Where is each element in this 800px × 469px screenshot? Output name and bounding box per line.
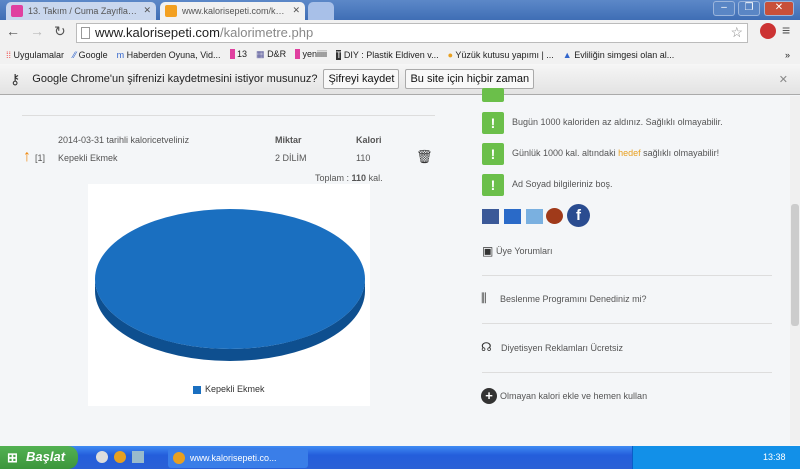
page-icon (81, 27, 90, 39)
close-window-button[interactable]: ✕ (764, 1, 794, 16)
system-tray: 13:38 (632, 446, 800, 469)
tab-title: www.kalorisepeti.com/kalori (182, 6, 287, 16)
legend-swatch (193, 386, 201, 394)
pie-chart-svg (95, 209, 365, 361)
row-calorie: 110 (356, 153, 371, 163)
clock: 13:38 (763, 452, 786, 462)
bookmark[interactable]: ▮ yeniiiii (295, 49, 328, 59)
bookmarks-bar: ⁞⁞ Uygulamalar ⁄⁄ Google m Haberden Oyun… (0, 45, 800, 64)
clipboard-icon: ▣ (482, 244, 494, 258)
warning-icon: ! (482, 174, 504, 196)
bookmark[interactable]: ▲ Evliliğin simgesi olan al... (562, 49, 675, 60)
back-icon[interactable]: ← (6, 23, 20, 39)
warning-icon (482, 88, 504, 102)
key-icon: ⚷ (10, 70, 21, 87)
quicklaunch-icon[interactable] (96, 451, 108, 463)
star-icon[interactable]: ☆ (730, 24, 743, 40)
tab-inactive[interactable]: 13. Takım / Cuma Zayıflama ✕ (6, 2, 156, 20)
link-dietitian-ads[interactable]: Diyetisyen Reklamları Ücretsiz (501, 343, 624, 353)
warning-text: Bugün 1000 kaloriden az aldınız. Sağlıkl… (512, 117, 723, 127)
reload-icon[interactable]: ↻ (54, 23, 66, 39)
quicklaunch-icon[interactable] (132, 451, 144, 463)
rss-icon[interactable] (546, 208, 563, 224)
total: Toplam : 110 kal. (315, 173, 383, 183)
forward-icon[interactable]: → (30, 23, 44, 39)
bookmark[interactable]: ▮ 13 (229, 49, 248, 59)
divider (22, 115, 435, 116)
chart-icon: ⫼ (481, 291, 487, 305)
plus-icon: + (481, 388, 497, 404)
chrome-icon (173, 452, 185, 464)
close-infobar-icon[interactable]: ✕ (778, 73, 788, 86)
myspace-icon[interactable] (504, 209, 521, 224)
save-password-button[interactable]: Şifreyi kaydet (323, 69, 400, 89)
bookmark-apps[interactable]: ⁞⁞ Uygulamalar (6, 49, 65, 60)
divider (482, 372, 772, 373)
bookmark[interactable]: ⁄⁄ Google (73, 49, 108, 60)
pie-slice[interactable] (95, 209, 365, 349)
infobar-message: Google Chrome'un şifrenizi kaydetmesini … (32, 73, 318, 85)
url-host: www.kalorisepeti.com (95, 25, 220, 40)
extension-icon[interactable] (760, 23, 776, 39)
stethoscope-icon: ☊ (481, 340, 492, 354)
windows-logo-icon: ⊞ (7, 450, 18, 465)
warning-icon: ! (482, 143, 504, 165)
row-amount: 2 DİLİM (275, 153, 307, 163)
address-bar[interactable]: www.kalorisepeti.com/kalorimetre.php ☆ (76, 23, 748, 43)
url-path: /kalorimetre.php (220, 25, 314, 40)
password-infobar: ⚷ Google Chrome'un şifrenizi kaydetmesin… (0, 64, 800, 95)
never-save-button[interactable]: Bu site için hiçbir zaman (405, 69, 535, 89)
table-title: 2014-03-31 tarihli kaloricetveliniz (58, 135, 190, 145)
link-add-calorie[interactable]: Olmayan kalori ekle ve hemen kullan (500, 391, 648, 401)
taskbar: www.kalorisepeti.co... (0, 446, 800, 469)
restore-button[interactable]: ❐ (738, 1, 760, 16)
row-name: Kepekli Ekmek (58, 153, 118, 163)
facebook-icon[interactable]: f (567, 204, 590, 227)
minimize-button[interactable]: – (713, 1, 735, 16)
link-member-reviews[interactable]: Üye Yorumları (496, 246, 553, 256)
row-index: [1] (35, 153, 46, 163)
tab-title: 13. Takım / Cuma Zayıflama (28, 6, 138, 16)
close-tab-icon[interactable]: ✕ (143, 5, 151, 15)
new-tab-button[interactable] (308, 2, 334, 20)
chrome-icon[interactable] (114, 451, 126, 463)
more-bookmarks-icon[interactable]: » (784, 49, 790, 60)
pie-slice-side (95, 279, 365, 361)
arrow-up-icon[interactable]: ↑ (23, 148, 31, 165)
divider (482, 275, 772, 276)
bookmark[interactable]: ● Yüzük kutusu yapımı | ... (447, 49, 554, 60)
scrollbar-thumb[interactable] (791, 204, 799, 326)
warning-text: Ad Soyad bilgileriniz boş. (512, 179, 613, 189)
warning-text: Günlük 1000 kal. altındaki hedef sağlıkl… (512, 148, 720, 158)
close-tab-icon[interactable]: ✕ (292, 5, 300, 15)
taskbar-window-button[interactable]: www.kalorisepeti.co... (168, 448, 308, 468)
link-diet-program[interactable]: Beslenme Programını Denediniz mi? (500, 294, 647, 304)
col-calorie: Kalori (356, 135, 382, 145)
twitter-icon[interactable] (526, 209, 543, 224)
trash-icon[interactable]: 🗑 (416, 149, 433, 164)
start-button[interactable]: ⊞ Başlat (0, 446, 78, 469)
site-icon (11, 5, 23, 17)
warning-icon: ! (482, 112, 504, 134)
site-icon (165, 5, 177, 17)
hedef-link[interactable]: hedef (618, 148, 641, 158)
col-amount: Miktar (275, 135, 302, 145)
pie-chart: Kepekli Ekmek (88, 184, 370, 406)
divider (482, 323, 772, 324)
friendfeed-icon[interactable] (482, 209, 499, 224)
bookmark[interactable]: T DIY : Plastik Eldiven v... (336, 49, 439, 60)
bookmark[interactable]: ▦ D&R (256, 49, 287, 59)
page-content: 2014-03-31 tarihli kaloricetveliniz Mikt… (0, 88, 790, 445)
bookmark[interactable]: m Haberden Oyuna, Vid... (116, 49, 221, 60)
title-bar: 13. Takım / Cuma Zayıflama ✕ www.kalorise… (0, 0, 800, 20)
tab-active[interactable]: www.kalorisepeti.com/kalori ✕ (160, 2, 305, 20)
menu-icon[interactable]: ≡ (782, 22, 791, 38)
legend-label: Kepekli Ekmek (205, 384, 265, 394)
scrollbar[interactable] (790, 96, 800, 445)
